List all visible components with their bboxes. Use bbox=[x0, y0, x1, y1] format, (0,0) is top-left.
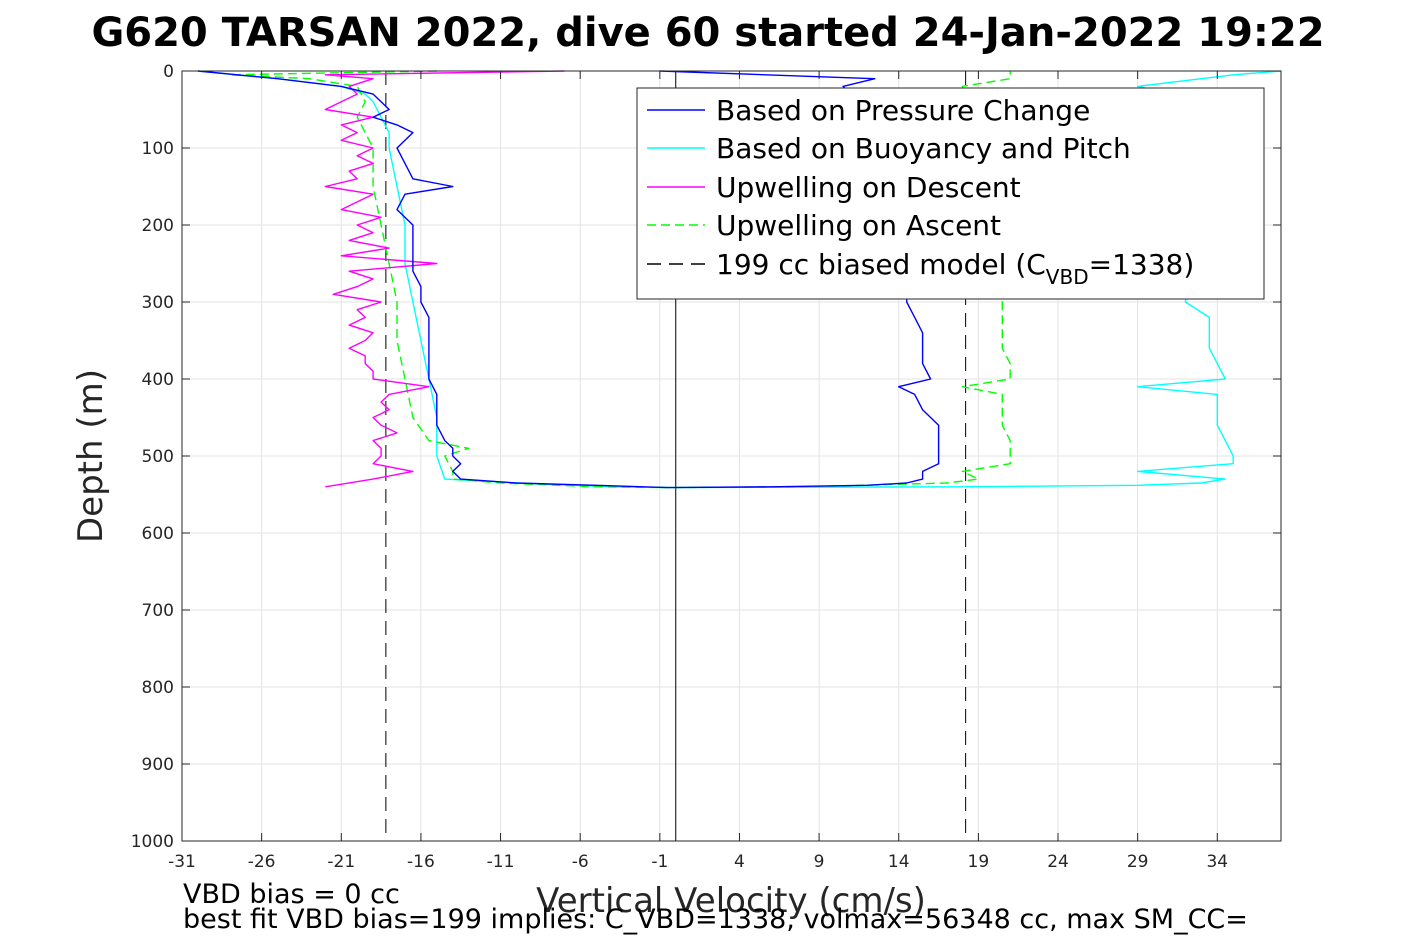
x-tick-label: 24 bbox=[1047, 852, 1069, 872]
buoyancy-pitch-descent-line bbox=[197, 70, 676, 489]
footer-bias-text: VBD bias = 0 cc bbox=[183, 879, 400, 910]
x-tick-label: -6 bbox=[572, 852, 589, 872]
x-tick-label: 4 bbox=[734, 852, 745, 872]
x-tick-label: 29 bbox=[1127, 852, 1149, 872]
y-tick-label: 100 bbox=[142, 139, 174, 159]
y-tick-label: 900 bbox=[142, 755, 174, 775]
data-series bbox=[197, 70, 1282, 841]
legend-pressure-change-label: Based on Pressure Change bbox=[716, 94, 1090, 127]
x-tick-label: 34 bbox=[1206, 852, 1228, 872]
x-tick-label: -16 bbox=[407, 852, 435, 872]
legend-upwelling-ascent-label: Upwelling on Ascent bbox=[716, 209, 1001, 242]
y-tick-label: 700 bbox=[142, 601, 174, 621]
y-tick-label: 200 bbox=[142, 216, 174, 236]
x-tick-label: -26 bbox=[248, 852, 276, 872]
legend-buoyancy-pitch-label: Based on Buoyancy and Pitch bbox=[716, 132, 1131, 165]
upwelling-descent-line bbox=[324, 70, 565, 488]
x-tick-label: 19 bbox=[968, 852, 990, 872]
y-tick-label: 300 bbox=[142, 293, 174, 313]
x-tick-label: -11 bbox=[487, 852, 515, 872]
axis-ticks: -31 -26 -21 -16 -11 -6 -1 4 9 14 19 24 29 34 0 100 200 30… bbox=[131, 62, 1281, 872]
pressure-change-descent-line bbox=[197, 70, 668, 489]
legend: Based on Pressure Change Based on Buoyanc… bbox=[636, 87, 1265, 300]
x-tick-label: 14 bbox=[888, 852, 910, 872]
x-tick-label: -21 bbox=[327, 852, 355, 872]
x-axis-label: Vertical Velocity (cm/s) bbox=[536, 881, 926, 921]
upwelling-ascent-line bbox=[659, 71, 1011, 489]
x-tick-label: 9 bbox=[814, 852, 825, 872]
y-tick-label: 600 bbox=[142, 524, 174, 544]
x-tick-label: -1 bbox=[651, 852, 668, 872]
legend-box bbox=[636, 87, 1265, 300]
x-tick-label: -31 bbox=[168, 852, 196, 872]
upwelling-ascent-descent-part-line bbox=[229, 70, 660, 489]
y-tick-label: 800 bbox=[142, 678, 174, 698]
y-tick-label: 400 bbox=[142, 370, 174, 390]
y-axis-label: Depth (m) bbox=[71, 369, 111, 543]
chart-title: G620 TARSAN 2022, dive 60 started 24-Jan… bbox=[91, 10, 1324, 56]
legend-upwelling-descent-label: Upwelling on Descent bbox=[716, 171, 1021, 204]
y-tick-label: 500 bbox=[142, 447, 174, 467]
footer-best-fit-text: best fit VBD bias=199 implies: C_VBD=133… bbox=[183, 904, 1248, 935]
y-tick-label: 1000 bbox=[131, 832, 174, 852]
y-tick-label: 0 bbox=[163, 62, 174, 82]
